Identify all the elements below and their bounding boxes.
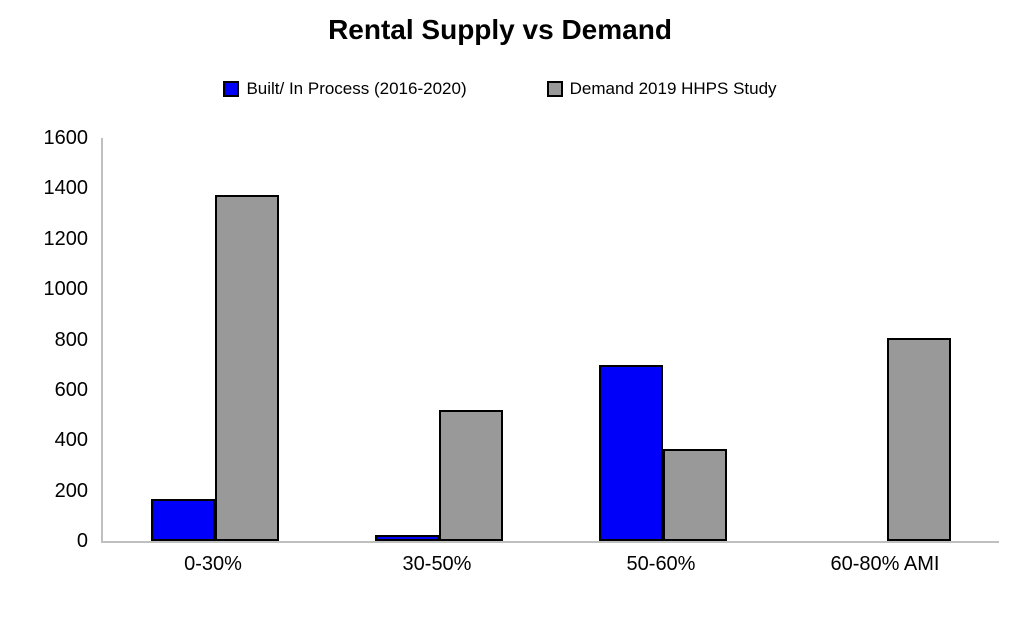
x-category-label: 60-80% AMI	[830, 553, 940, 575]
y-tick-label: 600	[54, 378, 88, 401]
bar-group	[103, 138, 327, 541]
legend: Built/ In Process (2016-2020) Demand 2019…	[0, 79, 1000, 99]
y-tick-label: 1200	[43, 227, 89, 250]
bar	[887, 338, 951, 541]
y-tick-label: 1400	[43, 177, 89, 200]
x-category-label: 0-30%	[184, 553, 242, 575]
legend-swatch-icon	[546, 81, 563, 97]
legend-item: Built/ In Process (2016-2020)	[223, 79, 467, 99]
plot-groups	[103, 138, 999, 541]
x-category-label: 30-50%	[402, 553, 472, 575]
bar-group	[327, 138, 551, 541]
y-tick-label: 1600	[43, 127, 89, 149]
legend-label: Built/ In Process (2016-2020)	[246, 79, 467, 98]
x-category-label: 50-60%	[626, 553, 696, 575]
bar	[215, 194, 279, 541]
bar	[151, 499, 215, 541]
bar	[599, 364, 663, 541]
bar	[663, 449, 727, 541]
bar-group	[551, 138, 775, 541]
y-tick-label: 200	[54, 479, 88, 502]
bar	[439, 410, 503, 541]
legend-item: Demand 2019 HHPS Study	[546, 79, 777, 99]
y-axis-labels: 0 200 400 600 800 1000 1200 1400 1600	[0, 128, 89, 551]
y-tick-label: 1000	[43, 278, 89, 301]
y-tick-label: 400	[54, 429, 88, 452]
plot-area	[101, 138, 999, 543]
bar-group	[775, 138, 999, 541]
chart-title: Rental Supply vs Demand	[328, 14, 672, 45]
bar	[375, 534, 439, 541]
y-tick-label: 0	[76, 530, 88, 552]
legend-swatch-icon	[223, 81, 240, 97]
x-axis-labels: 0-30% 30-50% 50-60% 60-80% AMI	[101, 553, 997, 576]
y-tick-label: 800	[54, 328, 88, 351]
legend-label: Demand 2019 HHPS Study	[569, 79, 777, 98]
